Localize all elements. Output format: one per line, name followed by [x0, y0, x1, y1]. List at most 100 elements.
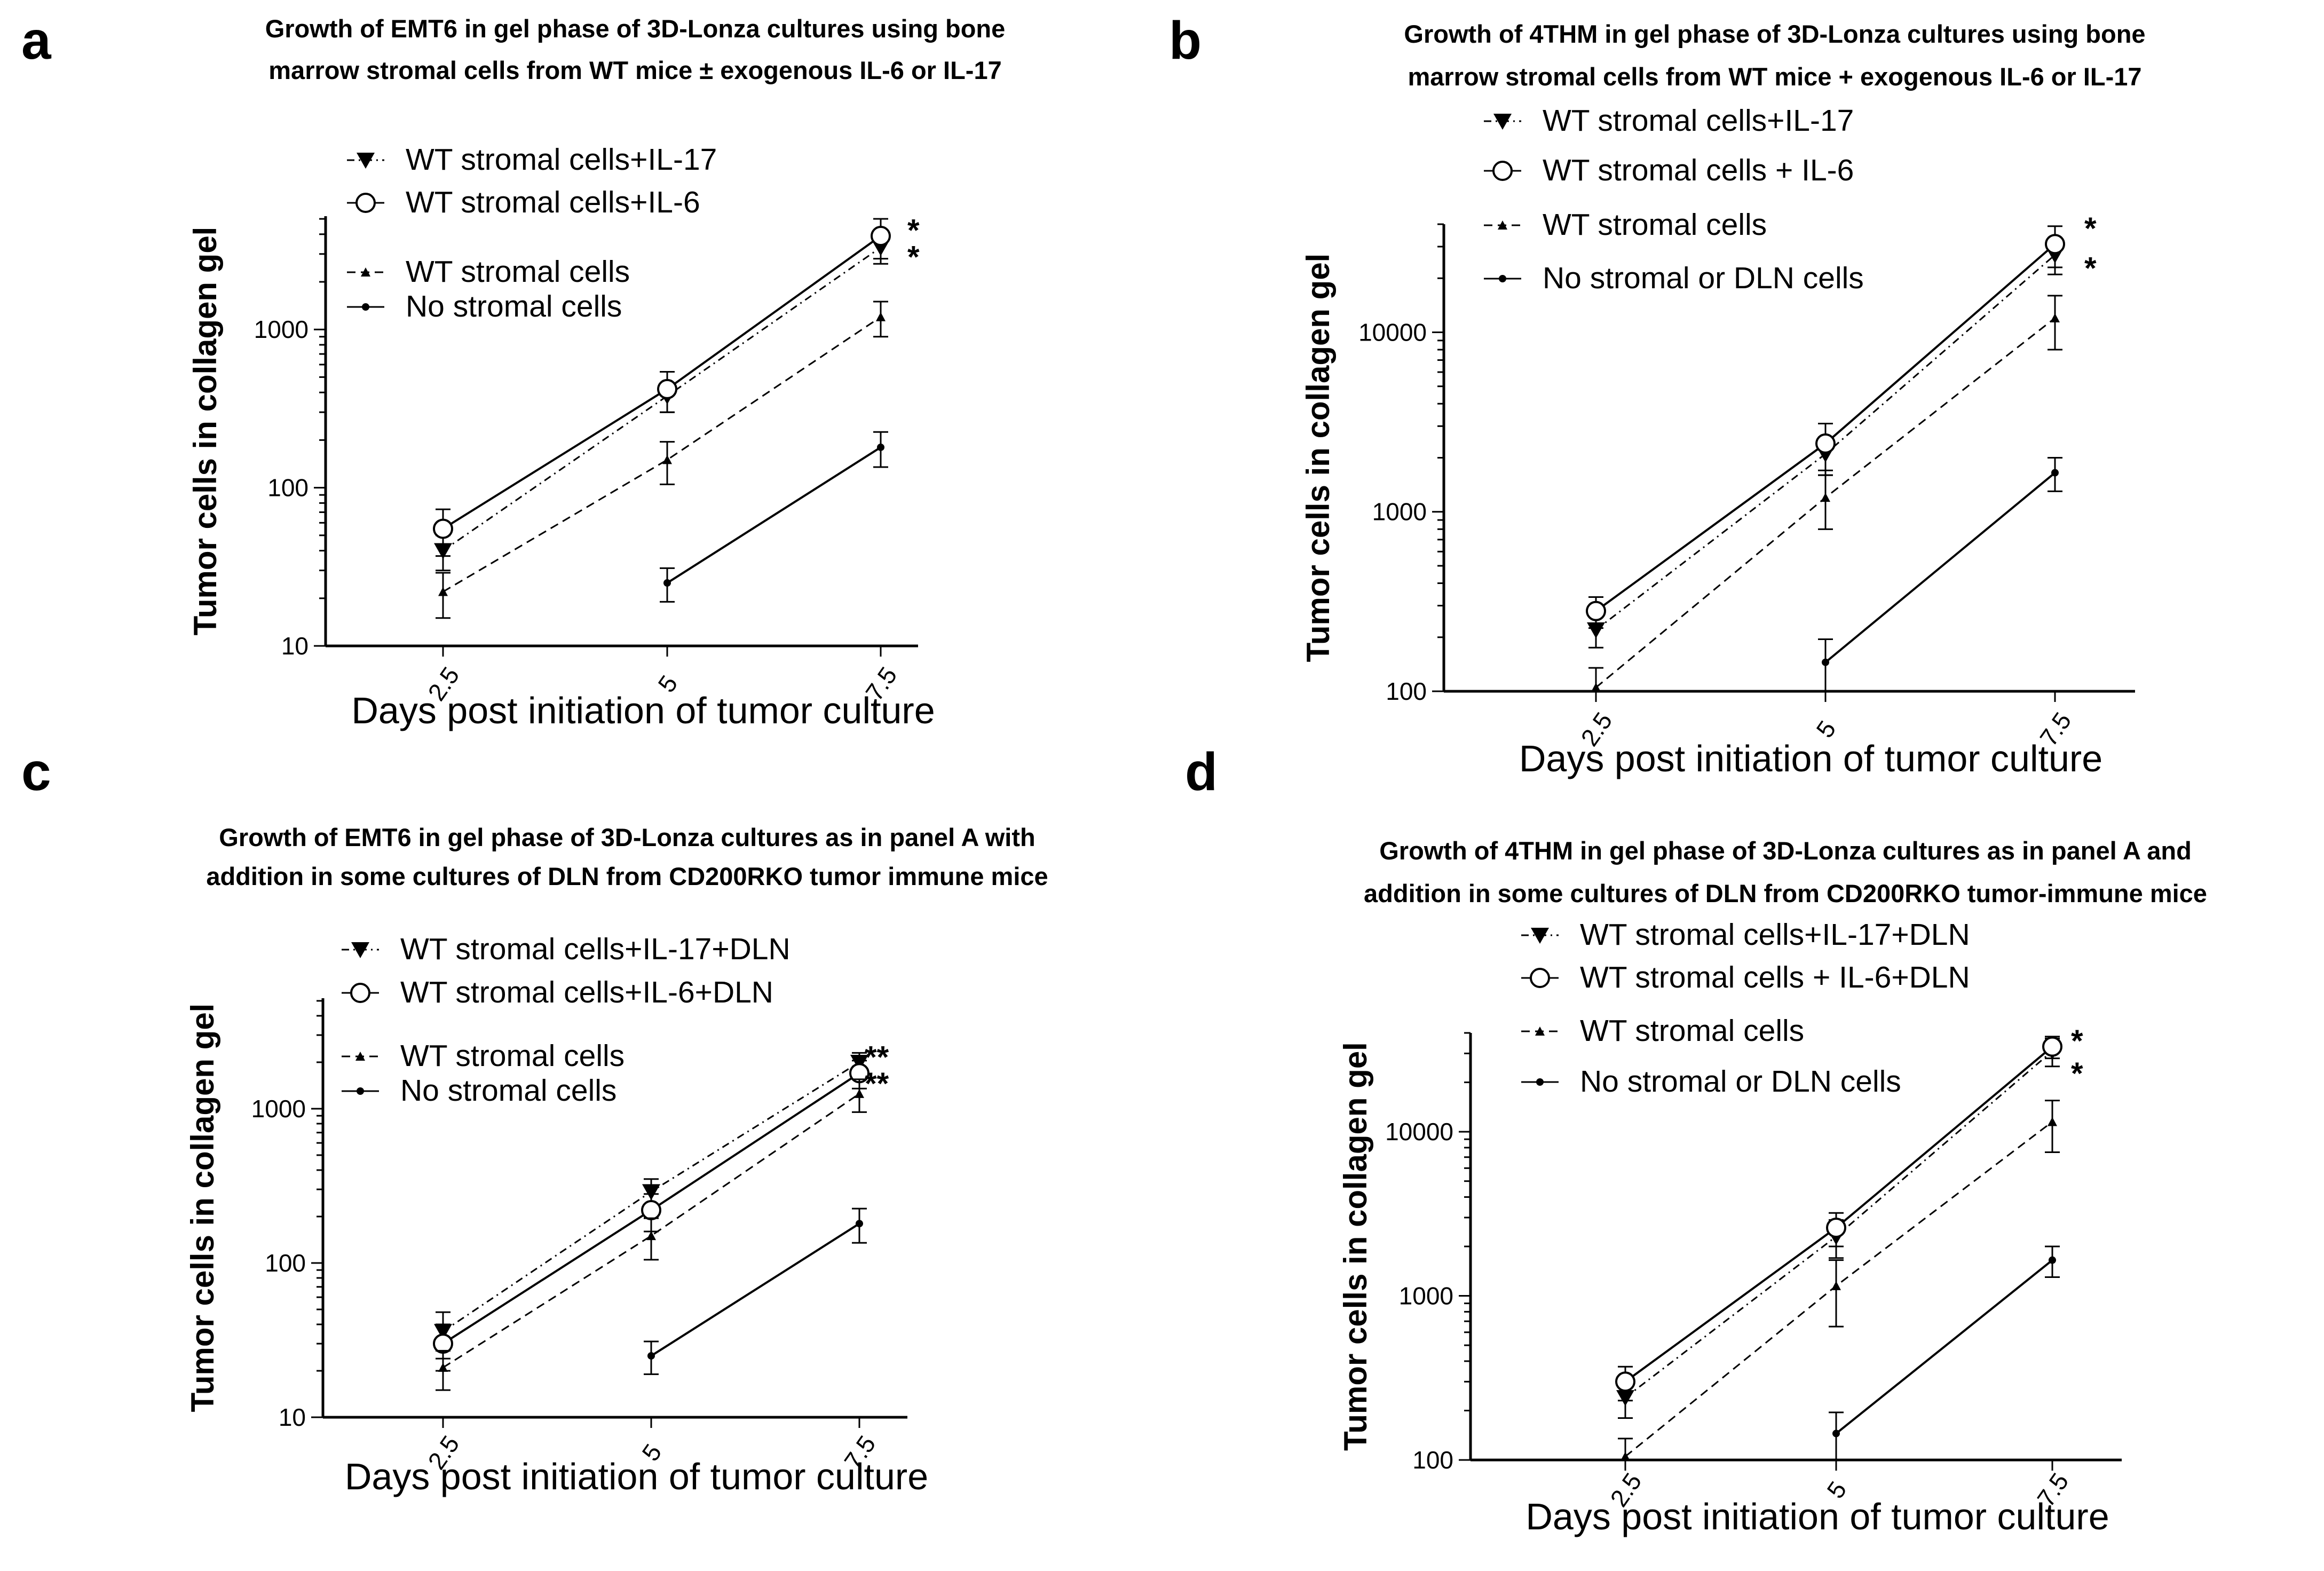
panel-b-data-point — [1587, 622, 1605, 638]
panel-a-x-axis-label: Days post initiation of tumor culture — [351, 690, 935, 731]
panel-c-legend-marker — [355, 1052, 365, 1061]
panel-b-legend-marker — [1492, 161, 1513, 181]
panel-c-series-4 — [644, 1207, 867, 1375]
panel-c-legend-marker — [350, 983, 370, 1003]
panel-b-legend-marker — [1499, 275, 1506, 282]
panel-d-legend-marker — [1531, 928, 1549, 944]
panel-a-series-2 — [433, 218, 891, 557]
panel-c-legend-label: WT stromal cells — [400, 1039, 625, 1073]
panel-c-series-line — [650, 1222, 860, 1357]
panel-d-letter: d — [1185, 742, 1218, 802]
panel-c-title-line: addition in some cultures of DLN from CD… — [206, 862, 1048, 890]
panel-a-title-line: marrow stromal cells from WT mice ± exog… — [268, 56, 1001, 84]
panel-a-legend: WT stromal cells+IL-17 WT stromal cells+I… — [347, 143, 717, 323]
panel-a-series-4 — [660, 431, 888, 603]
panel-d-data-point — [1621, 1451, 1630, 1461]
panel-b-legend-label: No stromal or DLN cells — [1543, 261, 1864, 295]
panel-a-legend-label: WT stromal cells — [406, 255, 630, 289]
panel-a-data-point — [662, 455, 672, 464]
panel-b-legend-marker — [1498, 220, 1507, 230]
panel-d-legend-label: WT stromal cells+IL-17+DLN — [1580, 918, 1970, 952]
panel-a-series-line — [442, 247, 881, 551]
panel-c-x-axis-label: Days post initiation of tumor culture — [345, 1456, 928, 1497]
panel-b-legend-marker — [1493, 114, 1512, 130]
panel-a-legend-label: WT stromal cells+IL-17 — [406, 143, 717, 177]
panel-d-data-point — [1831, 1281, 1841, 1290]
panel-c-data-point — [647, 1352, 655, 1360]
panel-c-y-tick-label: 10 — [279, 1403, 306, 1431]
panel-b-data-point — [1821, 493, 1830, 502]
panel-b-x-axis-label: Days post initiation of tumor culture — [1519, 738, 2102, 779]
panel-c-significance-mark: ** — [865, 1067, 889, 1101]
panel-d-series-3 — [1618, 1100, 2060, 1461]
panel-a-series-line — [666, 446, 882, 584]
panel-d-data-point — [2049, 1256, 2056, 1264]
panel-b-significance-mark: * — [2084, 211, 2097, 246]
panel-a-legend-marker — [361, 267, 370, 277]
panel-b-data-point — [1591, 682, 1601, 692]
panel-a-data-point — [657, 378, 677, 399]
panel-d-legend-marker — [1530, 968, 1550, 988]
panel-c-significance-mark: ** — [865, 1040, 889, 1075]
panel-c-data-point — [641, 1200, 661, 1221]
panel-b-data-point — [2050, 313, 2060, 322]
panel-b-data-point — [1822, 658, 1829, 666]
panel-c-legend-marker — [357, 1087, 364, 1095]
panel-a-y-tick-label: 1000 — [254, 315, 309, 343]
panel-d-y-tick-label: 10000 — [1385, 1118, 1453, 1146]
panel-d-legend-label: No stromal or DLN cells — [1580, 1064, 1901, 1099]
panel-c-data-point — [856, 1220, 863, 1228]
panel-a-legend-marker — [362, 303, 369, 311]
panel-d-legend-label: WT stromal cells + IL-6+DLN — [1580, 960, 1970, 994]
panel-d-legend-label: WT stromal cells — [1580, 1014, 1804, 1048]
panel-c-legend-label: WT stromal cells+IL-17+DLN — [400, 932, 791, 966]
panel-b-series-line — [1824, 472, 2056, 664]
panel-b-legend-label: WT stromal cells + IL-6 — [1543, 153, 1854, 187]
panel-c-legend: WT stromal cells+IL-17+DLN WT stromal cel… — [342, 932, 791, 1108]
panel-d-series-4 — [1829, 1245, 2060, 1461]
panel-a-series-line — [442, 316, 881, 593]
panel-a-legend-marker — [357, 153, 375, 169]
panel-d-legend: WT stromal cells+IL-17+DLN WT stromal cel… — [1521, 918, 1970, 1099]
panel-a-y-tick-label: 10 — [281, 632, 309, 660]
panel-a-data-point — [433, 518, 453, 539]
panel-b-data-point — [2051, 469, 2059, 477]
panel-d: d Growth of 4THM in gel phase of 3D-Lonza… — [1185, 742, 2207, 1537]
panel-a-significance-mark: * — [907, 214, 920, 248]
panel-a-data-point — [438, 587, 448, 596]
panel-d-data-point — [2042, 1036, 2062, 1057]
panel-d-data-point — [1615, 1371, 1635, 1392]
panel-b-title-line: Growth of 4THM in gel phase of 3D-Lonza … — [1404, 20, 2145, 48]
panel-a-y-tick-label: 100 — [267, 474, 309, 502]
panel-a-legend-label: WT stromal cells+IL-6 — [406, 185, 700, 219]
panel-b-data-point — [1815, 433, 1836, 454]
panel-b-significance-mark: * — [2084, 251, 2097, 286]
panel-d-significance-mark: * — [2071, 1056, 2083, 1091]
panel-c-y-axis-label: Tumor cells in collagen gel — [185, 1004, 220, 1412]
panel-b-y-tick-label: 100 — [1386, 677, 1427, 705]
panel-c-data-point — [642, 1184, 660, 1201]
panel-d-series-2 — [1615, 1036, 2062, 1402]
panel-b-series-2 — [1586, 225, 2065, 629]
panel-d-x-axis-label: Days post initiation of tumor culture — [1525, 1496, 2109, 1537]
panel-c-data-point — [646, 1231, 656, 1241]
panel-c-data-point — [438, 1362, 448, 1372]
panel-c-legend-marker — [351, 942, 369, 958]
panel-c-y-tick-label: 1000 — [251, 1095, 306, 1123]
panel-c-legend-label: No stromal cells — [400, 1073, 616, 1108]
panel-d-title-line: Growth of 4THM in gel phase of 3D-Lonza … — [1379, 836, 2192, 865]
panel-d-data-point — [2048, 1117, 2057, 1126]
panel-b-data-point — [1586, 601, 1606, 621]
panel-a-legend-marker — [355, 193, 376, 213]
panel-a-significance-mark: * — [907, 240, 920, 275]
panel-b-data-point — [2045, 234, 2065, 255]
panel-b-legend-label: WT stromal cells+IL-17 — [1543, 104, 1854, 138]
panel-d-series-line — [1835, 1259, 2053, 1434]
panel-d-data-point — [1826, 1217, 1846, 1238]
panel-d-y-tick-label: 100 — [1412, 1446, 1453, 1474]
panel-b-series-4 — [1818, 457, 2062, 692]
panel-d-legend-marker — [1535, 1027, 1545, 1036]
panel-b-legend: WT stromal cells+IL-17 WT stromal cells +… — [1484, 104, 1864, 295]
